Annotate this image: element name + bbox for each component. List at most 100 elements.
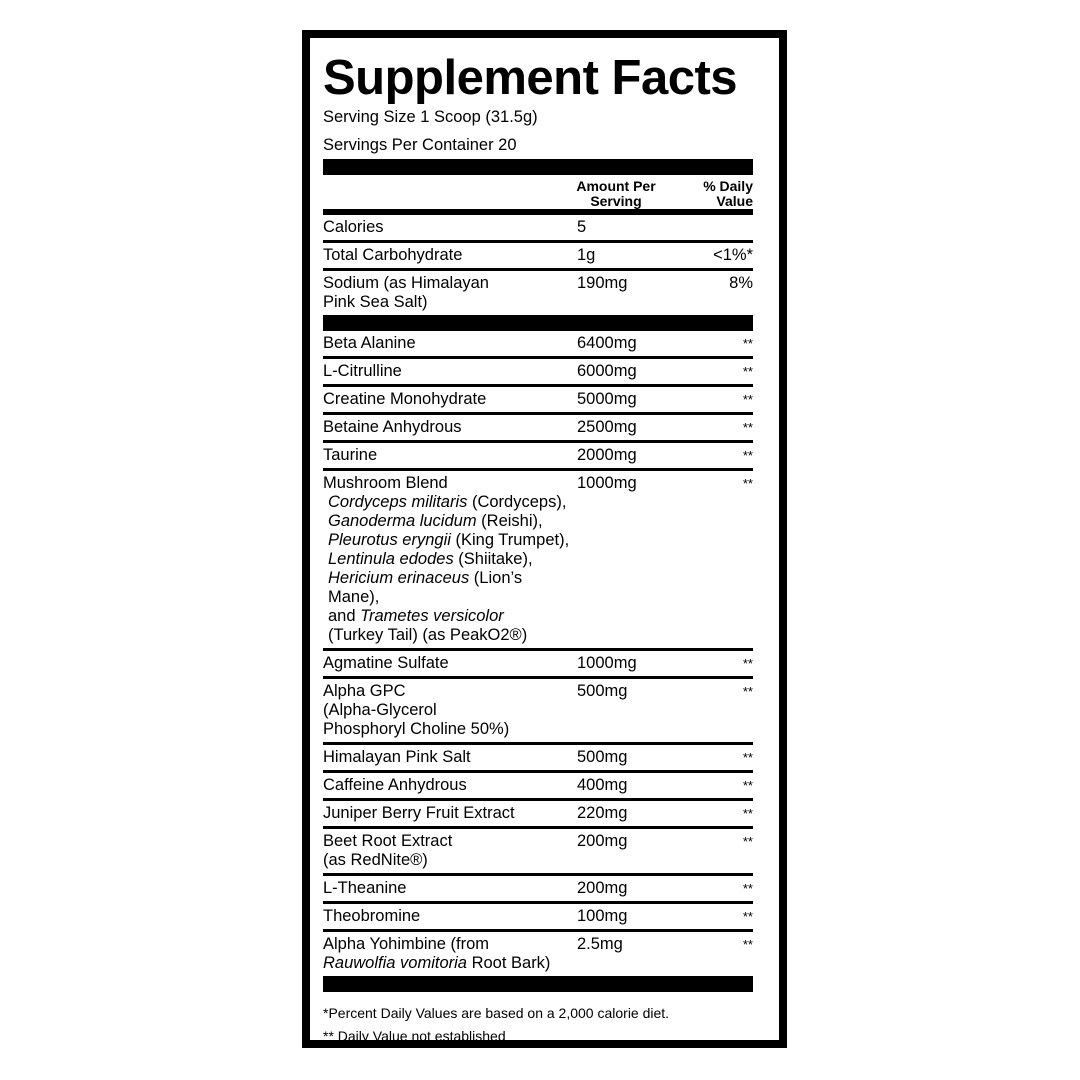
daily-value: ** [742,684,753,699]
name-line: Himalayan Pink Salt [323,748,471,766]
name-line: Alpha Yohimbine (from [323,935,490,953]
ingredient-name: L-Citrulline [323,362,577,381]
name-line: Pink Sea Salt) [323,293,428,311]
name-line: Beet Root Extract [323,832,453,850]
name-text: (Cordyceps), [467,493,567,511]
nutrient-list: Calories 5 Total Carbohydrate 1g <1%* Sodium … [323,215,753,315]
ingredient-name: Theobromine [323,907,577,926]
table-row: Sodium (as Himalayan Pink Sea Salt) 190mg 8… [323,271,753,315]
name-text: and [328,607,361,625]
table-row: Betaine Anhydrous 2500mg ** [323,415,753,443]
amount-per-serving: 500mg [577,682,628,700]
name-text: (Lion’s Mane), [328,569,523,606]
table-row: Alpha Yohimbine (from Rauwolfia vomitoria… [323,932,753,976]
ingredient-list: Beta Alanine 6400mg ** L-Citrulline 6000mg **… [323,331,753,976]
daily-value [697,218,753,237]
table-row: L-Theanine 200mg ** [323,876,753,904]
name-line: Hericium erinaceus (Lion’s Mane), [323,569,577,607]
amount-per-serving: 400mg [577,776,628,794]
species-name: Lentinula edodes [328,550,454,568]
table-row: Beta Alanine 6400mg ** [323,331,753,359]
name-line: Beta Alanine [323,334,416,352]
ingredient-name: Himalayan Pink Salt [323,748,577,767]
ingredient-name: Mushroom Blend Cordyceps militaris (Cordy… [323,474,577,645]
footnote-not-established: ** Daily Value not established [323,1028,506,1044]
amount-header: Amount Per Serving [576,178,656,209]
table-row: Total Carbohydrate 1g <1%* [323,243,753,271]
daily-value: ** [742,476,753,491]
column-header: Amount Per Serving % Daily Value [323,175,753,209]
daily-value: ** [742,937,753,952]
name-line: L-Theanine [323,879,407,897]
divider-bar [323,159,753,175]
ingredient-name: Juniper Berry Fruit Extract [323,804,577,823]
table-row: Alpha GPC (Alpha-Glycerol Phosphoryl Choli… [323,679,753,745]
name-line: (Alpha-Glycerol [323,701,437,719]
daily-value: ** [742,364,753,379]
ingredient-name: Betaine Anhydrous [323,418,577,437]
daily-value: 8% [729,274,753,292]
amount-per-serving: 6000mg [577,362,637,380]
daily-value: ** [742,778,753,793]
amount-per-serving: 2000mg [577,446,637,464]
amount-per-serving: 100mg [577,907,628,925]
amount-per-serving: 220mg [577,804,628,822]
name-line: Rauwolfia vomitoria Root Bark) [323,954,577,973]
amount-per-serving: 5000mg [577,390,637,408]
name-text: Root Bark) [466,954,551,972]
daily-value: ** [742,750,753,765]
daily-value: <1%* [713,246,753,264]
name-line: Ganoderma lucidum (Reishi), [323,512,577,531]
name-line: Sodium (as Himalayan [323,274,489,292]
amount-per-serving: 1000mg [577,474,637,492]
daily-value: ** [742,656,753,671]
name-text: (Turkey Tail) (as PeakO2®) [328,626,528,644]
ingredient-name: Caffeine Anhydrous [323,776,577,795]
species-name: Hericium erinaceus [328,569,470,587]
table-row: Agmatine Sulfate 1000mg ** [323,651,753,679]
amount-per-serving: 500mg [577,748,628,766]
amount-per-serving: 200mg [577,879,628,897]
ingredient-name: Sodium (as Himalayan Pink Sea Salt) [323,274,577,312]
ingredient-name: Alpha GPC (Alpha-Glycerol Phosphoryl Choli… [323,682,577,739]
table-row: Himalayan Pink Salt 500mg ** [323,745,753,773]
table-row: Taurine 2000mg ** [323,443,753,471]
table-row: Calories 5 [323,215,753,243]
daily-value: ** [742,909,753,924]
name-line: Pleurotus eryngii (King Trumpet), [323,531,577,550]
table-row: L-Citrulline 6000mg ** [323,359,753,387]
ingredient-name: Creatine Monohydrate [323,390,577,409]
daily-value: ** [742,881,753,896]
table-row: Mushroom Blend Cordyceps militaris (Cordy… [323,471,753,651]
species-name: Pleurotus eryngii [328,531,451,549]
name-line: (Turkey Tail) (as PeakO2®) [323,626,577,645]
species-name: Cordyceps militaris [328,493,468,511]
label-title: Supplement Facts [323,51,738,105]
name-text: (Reishi), [476,512,543,530]
table-row: Caffeine Anhydrous 400mg ** [323,773,753,801]
serving-size: Serving Size 1 Scoop (31.5g) [323,108,538,126]
name-line: Agmatine Sulfate [323,654,449,672]
name-line: Mushroom Blend [323,474,448,492]
name-line: Calories [323,218,384,236]
name-line: (as RedNite®) [323,851,428,869]
servings-per-container: Servings Per Container 20 [323,136,517,154]
amount-per-serving: 6400mg [577,334,637,352]
table-row: Creatine Monohydrate 5000mg ** [323,387,753,415]
ingredient-name: Beta Alanine [323,334,577,353]
name-line: and Trametes versicolor [323,607,577,626]
ingredient-name: L-Theanine [323,879,577,898]
footnote-daily-values: *Percent Daily Values are based on a 2,0… [323,1005,670,1021]
daily-value: ** [742,336,753,351]
name-line: Creatine Monohydrate [323,390,487,408]
name-line: Total Carbohydrate [323,246,463,264]
ingredient-name: Beet Root Extract (as RedNite®) [323,832,577,870]
divider-bar [323,209,753,215]
ingredient-name: Calories [323,218,577,237]
amount-per-serving: 1g [577,246,596,264]
table-row: Beet Root Extract (as RedNite®) 200mg ** [323,829,753,876]
name-line: Caffeine Anhydrous [323,776,467,794]
name-line: Theobromine [323,907,421,925]
ingredient-name: Taurine [323,446,577,465]
ingredient-name: Total Carbohydrate [323,246,577,265]
